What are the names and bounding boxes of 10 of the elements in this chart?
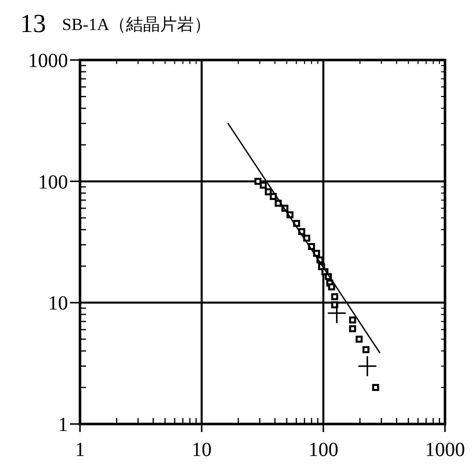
x-tick-label: 1000 [425,439,465,461]
y-tick-label: 100 [38,171,68,194]
x-tick-label: 100 [308,439,338,461]
x-tick-label: 1 [75,439,85,461]
chart-title: SB-1A（結晶片岩） [62,15,212,34]
y-tick-label: 1000 [28,50,68,72]
y-tick-label: 1 [58,414,68,436]
x-tick-label: 10 [192,439,212,461]
y-tick-label: 10 [48,292,68,315]
text: 13 [20,9,46,38]
